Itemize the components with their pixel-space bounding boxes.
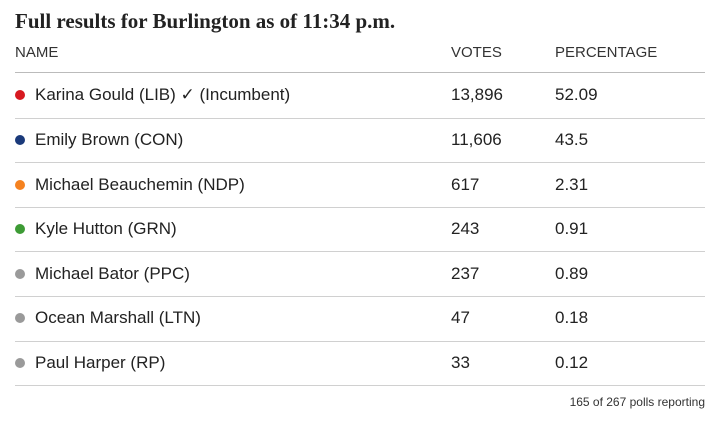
party-dot	[15, 224, 25, 235]
percentage: 0.12	[555, 352, 589, 372]
votes: 33	[451, 352, 470, 372]
party-dot	[15, 357, 25, 368]
row-rule	[15, 117, 705, 119]
candidate-name: Paul Harper (RP)	[35, 352, 166, 372]
candidate-name: Michael Bator (PPC)	[35, 263, 190, 283]
percentage: 0.91	[555, 219, 589, 239]
percentage: 0.89	[555, 263, 589, 283]
row-rule	[15, 296, 705, 297]
row-rule	[15, 162, 705, 164]
row-rule	[15, 206, 705, 208]
column-header: NAME	[15, 44, 59, 61]
votes: 11,606	[451, 129, 502, 149]
party-dot	[15, 90, 25, 101]
polls-note: 165 of 267 polls reporting	[569, 395, 705, 409]
percentage: 0.18	[555, 308, 589, 328]
column-header: PERCENTAGE	[555, 44, 658, 61]
party-dot	[15, 134, 25, 145]
row-rule	[15, 340, 705, 342]
header-rule	[15, 72, 705, 73]
candidate-name: Kyle Hutton (GRN)	[35, 219, 177, 239]
votes: 237	[451, 263, 480, 283]
title: Full results for Burlington as of 11:34 …	[15, 9, 396, 33]
votes: 47	[451, 308, 470, 328]
candidate-name: Karina Gould (LIB) ✓ (Incumbent)	[35, 85, 291, 105]
percentage: 2.31	[555, 174, 589, 194]
votes: 243	[451, 219, 480, 239]
candidate-name: Emily Brown (CON)	[35, 129, 184, 149]
candidate-name: Michael Beauchemin (NDP)	[35, 174, 245, 194]
party-dot	[15, 179, 25, 190]
percentage: 43.5	[555, 129, 589, 149]
row-rule	[15, 251, 705, 253]
column-header: VOTES	[451, 44, 502, 61]
party-dot	[15, 268, 25, 279]
row-rule	[15, 385, 705, 387]
votes: 617	[451, 174, 480, 194]
percentage: 52.09	[555, 85, 598, 105]
party-dot	[15, 313, 25, 324]
candidate-name: Ocean Marshall (LTN)	[35, 308, 201, 328]
votes: 13,896	[451, 85, 503, 105]
